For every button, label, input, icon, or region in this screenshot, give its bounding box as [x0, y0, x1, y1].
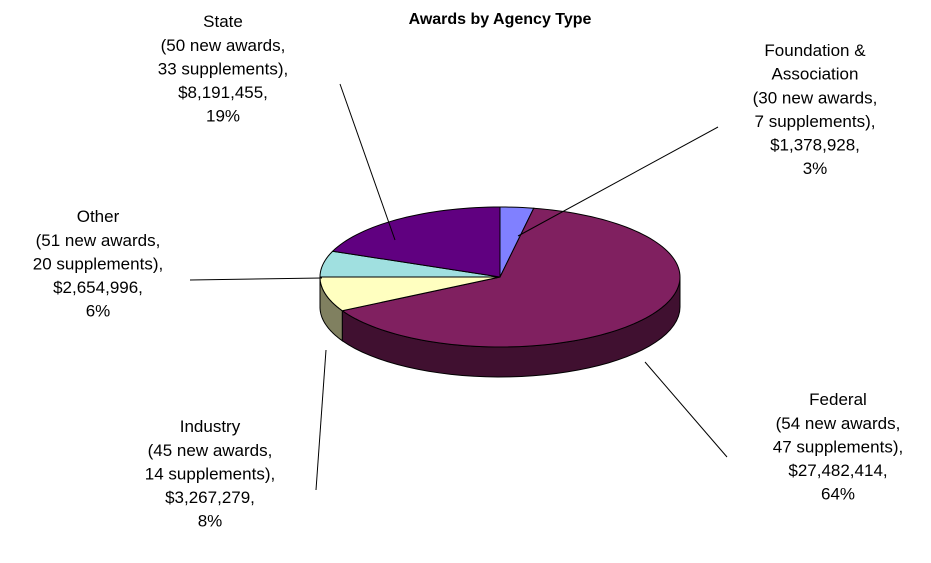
leader-line: [189, 277, 323, 281]
amount-label: $1,378,928,: [770, 135, 860, 154]
percent-label: 8%: [198, 511, 223, 530]
supplements-label: 20 supplements),: [33, 254, 163, 273]
supplements-label: 14 supplements),: [145, 464, 275, 483]
new-awards-label: (45 new awards,: [148, 441, 273, 460]
amount-label: $3,267,279,: [165, 488, 255, 507]
new-awards-label: (54 new awards,: [776, 414, 901, 433]
percent-label: 3%: [803, 159, 828, 178]
percent-label: 64%: [821, 484, 855, 503]
data-label-name: Other: [77, 207, 120, 226]
slice: [341, 207, 681, 348]
data-label-name: Industry: [180, 417, 241, 436]
new-awards-label: (30 new awards,: [753, 88, 878, 107]
supplements-label: 47 supplements),: [773, 437, 903, 456]
label-line: Industry: [180, 417, 241, 436]
label-line: Federal: [809, 390, 867, 409]
leader-line: [517, 126, 719, 237]
data-label-name: Federal: [809, 390, 867, 409]
slice: [331, 206, 501, 278]
amount-label: $8,191,455,: [178, 83, 268, 102]
leader-line: [315, 349, 327, 491]
supplements-label: 7 supplements),: [755, 112, 876, 131]
data-label-name: Foundation & Association: [764, 41, 866, 84]
leader-line: [644, 361, 728, 458]
percent-label: 6%: [86, 301, 111, 320]
data-label-name: State: [203, 12, 243, 31]
new-awards-label: (50 new awards,: [161, 36, 286, 55]
new-awards-label: (51 new awards,: [36, 231, 161, 250]
supplements-label: 33 supplements),: [158, 59, 288, 78]
label-line: Other: [77, 207, 120, 226]
amount-label: $27,482,414,: [788, 461, 887, 480]
label-line: Association: [772, 65, 859, 84]
leader-line: [339, 83, 396, 241]
percent-label: 19%: [206, 106, 240, 125]
label-line: Foundation &: [764, 41, 866, 60]
chart-title: Awards by Agency Type: [409, 11, 592, 28]
label-line: State: [203, 12, 243, 31]
slice: [319, 276, 501, 312]
amount-label: $2,654,996,: [53, 278, 143, 297]
